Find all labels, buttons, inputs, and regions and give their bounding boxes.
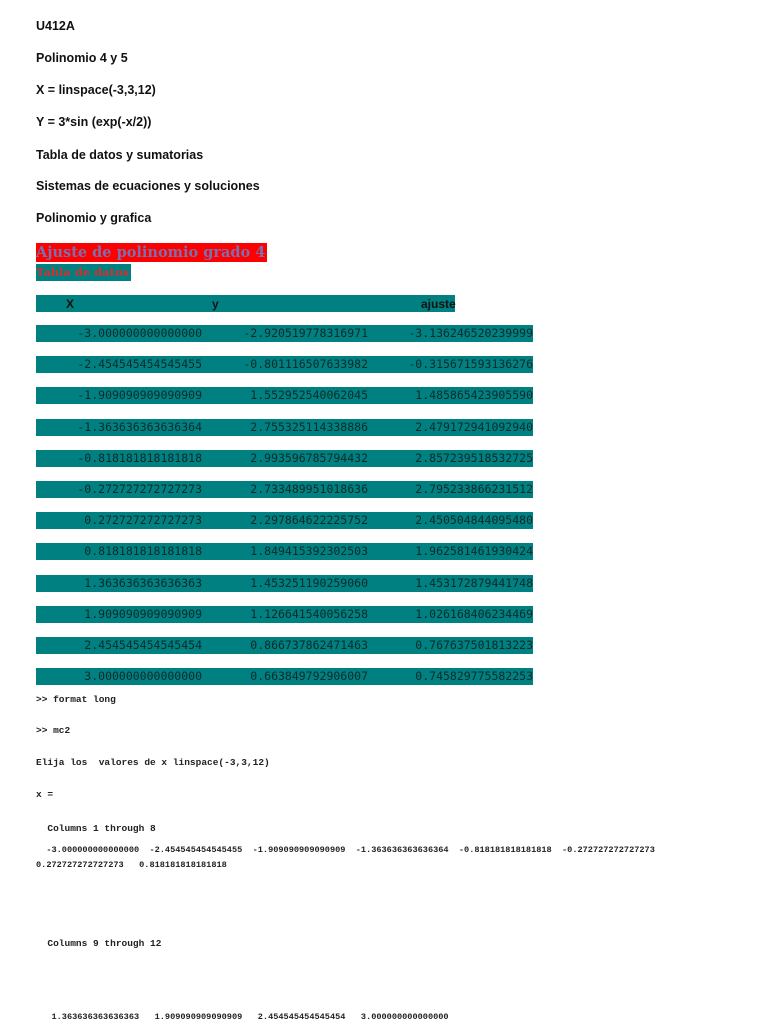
columns-values: 1.363636363636363 1.909090909090909 2.45… [36,1012,449,1022]
cell-ajuste: 0.767637501813223 [415,638,533,652]
cell-y: 1.552952540062045 [250,388,368,403]
table-row: -2.454545454545455 -0.801116507633982 -0.3… [36,356,533,374]
cell-ajuste: 2.450504844095480 [415,513,533,528]
cell-y: 1.453251190259060 [250,575,368,590]
col-header-x: X [66,297,75,311]
console-line: >> mc2 [36,725,71,736]
console-line: Elija los valores de x linspace(-3,3,12) [36,757,270,768]
cell-y: -0.801116507633982 [243,357,368,372]
item-systems: Sistemas de ecuaciones y soluciones [36,179,260,193]
cell-x: -3.000000000000000 [77,326,202,340]
section-title: Ajuste de polinomio grado 4 [36,243,268,262]
table-header: X y ajuste [36,295,456,312]
cell-x: 0.818181818181818 [84,544,202,559]
cell-ajuste: 1.962581461930424 [415,544,533,559]
columns-values: 0.272727272727273 0.818181818181818 [36,860,227,870]
y-definition: Y = 3*sin (exp(-x/2)) [36,115,152,129]
cell-ajuste: 2.857239518532725 [415,450,533,465]
doc-topic: Polinomio 4 y 5 [36,51,128,65]
cell-y: -2.920519778316971 [243,326,368,340]
cell-x: 0.272727272727273 [84,513,202,528]
cell-y: 1.849415392302503 [250,544,368,559]
cell-x: 1.363636363636363 [84,575,202,590]
cell-ajuste: 2.795233866231512 [415,482,533,496]
table-row: 1.909090909090909 1.126641540056258 1.0261… [36,605,533,623]
cell-ajuste: 1.453172879441748 [415,575,533,590]
cell-x: -2.454545454545455 [77,357,202,372]
cell-y: 1.126641540056258 [250,606,368,621]
doc-code: U412A [36,19,75,33]
table-row: 2.454545454545454 0.866737862471463 0.7676… [36,637,533,654]
table-row: -0.818181818181818 2.993596785794432 2.857… [36,449,533,467]
table-row: -1.909090909090909 1.552952540062045 1.485… [36,387,533,405]
x-definition: X = linspace(-3,3,12) [36,83,156,97]
item-polynomial: Polinomio y grafica [36,211,152,225]
columns-values: -3.000000000000000 -2.454545454545455 -1… [36,845,655,855]
table-row: 0.272727272727273 2.297864622225752 2.4505… [36,512,533,530]
columns-label: Columns 9 through 12 [36,938,162,949]
console-line: >> format long [36,694,116,705]
cell-ajuste: -3.136246520239999 [408,326,533,340]
columns-label: Columns 1 through 8 [36,823,156,834]
cell-x: 1.909090909090909 [84,606,202,621]
cell-y: 0.866737862471463 [250,638,368,652]
col-header-y: y [212,297,219,311]
cell-ajuste: -0.315671593136276 [408,357,533,372]
cell-x: -1.909090909090909 [77,388,202,403]
table-row: 0.818181818181818 1.849415392302503 1.9625… [36,543,533,561]
table-row: -1.363636363636364 2.755325114338886 2.479… [36,418,533,436]
table-row: -0.272727272727273 2.733489951018636 2.795… [36,481,533,498]
cell-x: -1.363636363636364 [77,419,202,434]
table-row: -3.000000000000000 -2.920519778316971 -3.1… [36,325,533,342]
cell-x: 3.000000000000000 [84,669,202,684]
cell-y: 2.993596785794432 [250,450,368,465]
item-table: Tabla de datos y sumatorias [36,148,204,162]
cell-x: -0.272727272727273 [77,482,202,496]
cell-ajuste: 1.026168406234469 [415,606,533,621]
cell-ajuste: 0.745829775582253 [415,669,533,684]
cell-ajuste: 2.479172941092940 [415,419,533,434]
cell-y: 2.297864622225752 [250,513,368,528]
table-row: 1.363636363636363 1.453251190259060 1.4531… [36,574,533,592]
cell-x: 2.454545454545454 [84,638,202,652]
console-line: x = [36,789,54,800]
cell-y: 2.733489951018636 [250,482,368,496]
col-header-ajuste: ajuste [421,297,456,311]
cell-y: 0.663849792906007 [250,669,368,684]
table-subtitle: Tabla de datos [36,264,132,281]
cell-ajuste: 1.485865423905590 [415,388,533,403]
cell-y: 2.755325114338886 [250,419,368,434]
table-row: 3.000000000000000 0.663849792906007 0.7458… [36,668,533,686]
cell-x: -0.818181818181818 [77,450,202,465]
